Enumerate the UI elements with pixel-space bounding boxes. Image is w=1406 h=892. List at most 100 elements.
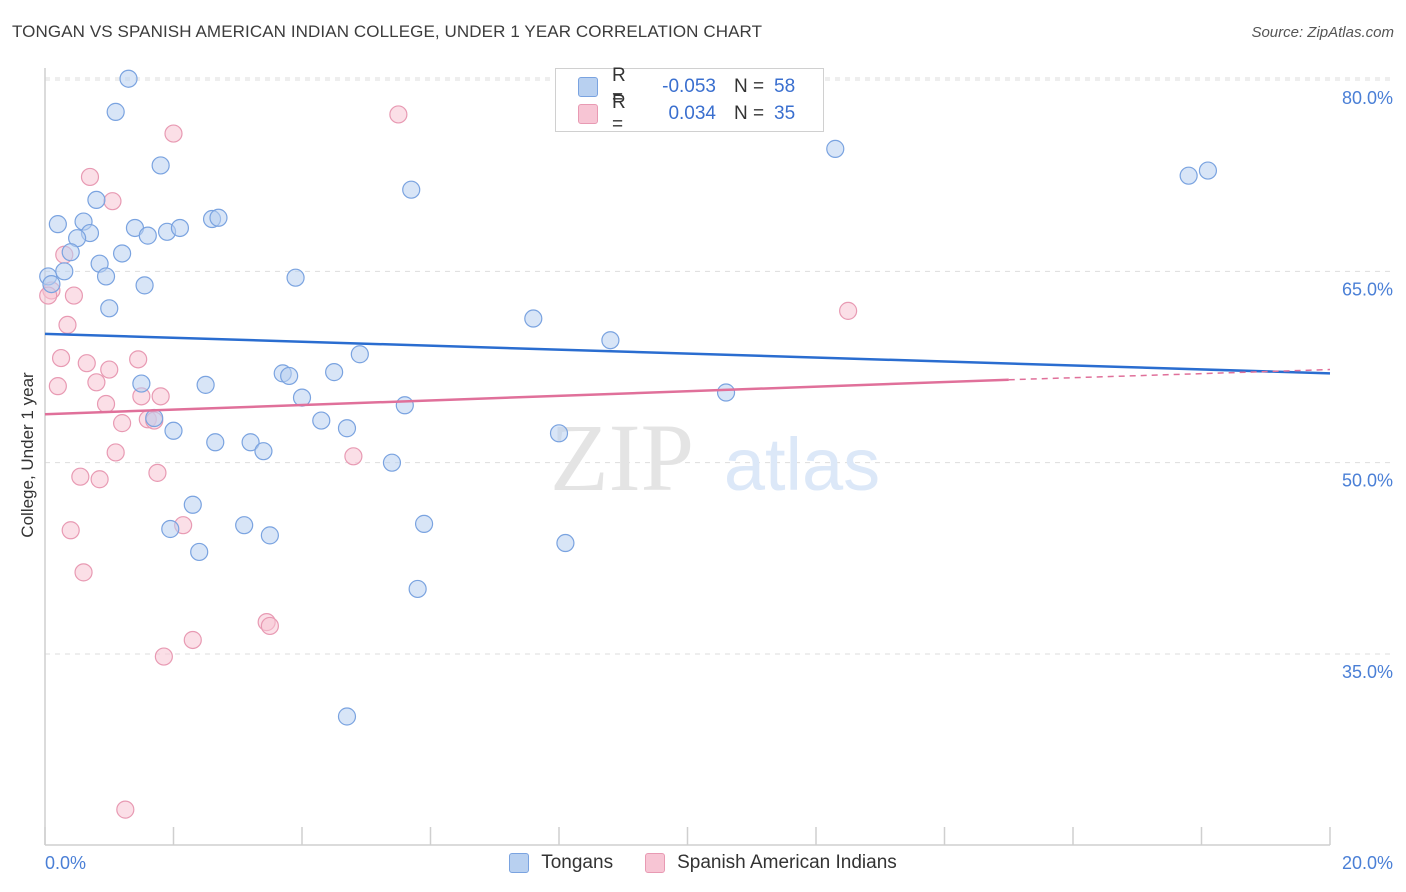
data-point-spanish-american-indians: [260, 616, 279, 636]
axes: [44, 68, 1331, 846]
data-point-tongans: [395, 396, 414, 415]
data-point-spanish-american-indians: [61, 521, 80, 540]
data-point-spanish-american-indians: [74, 563, 93, 582]
gridlines: [45, 77, 1392, 655]
data-point-tongans: [138, 226, 157, 245]
data-point-tongans: [55, 262, 74, 281]
legend-n-value: 58: [774, 76, 796, 97]
legend-swatch-pink: [578, 104, 598, 124]
data-point-tongans: [100, 299, 119, 318]
data-point-spanish-american-indians: [151, 387, 170, 406]
source-label: Source: ZipAtlas.com: [1251, 24, 1394, 41]
data-point-tongans: [312, 411, 331, 430]
data-point-tongans: [106, 102, 125, 121]
data-point-tongans: [325, 363, 344, 382]
data-point-tongans: [135, 276, 154, 295]
data-point-spanish-american-indians: [103, 192, 122, 211]
legend-n-label: N =: [734, 103, 765, 124]
series-legend: Tongans Spanish American Indians: [0, 852, 1406, 874]
data-point-tongans: [382, 453, 402, 472]
legend-r-label: R =: [612, 65, 626, 108]
data-point-spanish-american-indians: [71, 467, 90, 486]
data-point-tongans: [286, 268, 305, 287]
data-point-tongans: [549, 424, 569, 443]
chart-title: TONGAN VS SPANISH AMERICAN INDIAN COLLEG…: [12, 22, 763, 41]
data-point-tongans: [280, 366, 299, 386]
data-point-tongans: [61, 243, 80, 262]
data-point-tongans: [1179, 166, 1198, 185]
data-point-spanish-american-indians: [839, 301, 858, 320]
data-point-tongans: [145, 408, 164, 428]
data-point-tongans: [414, 514, 434, 533]
legend-r-value: 0.034: [668, 103, 716, 124]
x-tick-label: 20.0%: [1342, 853, 1393, 873]
data-point-tongans: [42, 274, 61, 294]
correlation-legend: R = -0.053 N = 58 R = 0.034 N = 35: [555, 65, 824, 135]
series-spanish-american-indians: [39, 105, 858, 819]
data-point-tongans: [826, 139, 845, 158]
legend-item-tongans: Tongans: [509, 852, 613, 874]
trend-line-spanish-american-indians: [44, 378, 1009, 416]
data-point-tongans: [48, 215, 67, 234]
trend-line-tongans: [44, 332, 1331, 375]
data-point-tongans: [254, 442, 273, 461]
data-point-tongans: [260, 526, 279, 545]
trend-line-spanish-american-indians-extrapolated: [1008, 368, 1331, 381]
y-tick-label: 80.0%: [1342, 88, 1393, 108]
data-point-tongans: [96, 267, 116, 286]
data-point-spanish-american-indians: [51, 348, 71, 368]
legend-row-spanish-american-indians: R = 0.034 N = 35: [578, 92, 796, 135]
data-point-spanish-american-indians: [154, 647, 173, 666]
data-point-tongans: [408, 579, 427, 599]
legend-n-value: 35: [774, 103, 796, 124]
trend-lines: [44, 332, 1331, 416]
x-tick-label: 0.0%: [45, 853, 86, 873]
data-point-spanish-american-indians: [148, 463, 167, 482]
data-point-tongans: [716, 383, 736, 402]
data-point-tongans: [206, 433, 225, 452]
data-point-tongans: [196, 375, 215, 394]
data-point-tongans: [241, 433, 260, 452]
data-point-spanish-american-indians: [80, 167, 100, 187]
watermark-atlas: atlas: [724, 423, 880, 506]
data-point-tongans: [337, 707, 357, 726]
data-point-tongans: [170, 218, 190, 238]
data-point-tongans: [132, 374, 151, 393]
data-point-tongans: [556, 533, 575, 553]
data-point-tongans: [601, 331, 620, 350]
legend-r-value: -0.053: [662, 76, 716, 97]
data-point-tongans: [1198, 161, 1218, 180]
data-point-tongans: [87, 190, 106, 210]
data-point-spanish-american-indians: [96, 394, 116, 414]
data-point-spanish-american-indians: [164, 124, 183, 143]
data-point-spanish-american-indians: [77, 354, 96, 373]
data-point-spanish-american-indians: [87, 373, 106, 392]
legend-r-label: R =: [612, 92, 626, 135]
data-point-spanish-american-indians: [48, 377, 67, 396]
y-tick-label: 50.0%: [1342, 471, 1393, 491]
data-point-tongans: [164, 421, 183, 440]
tick-labels: 35.0% 50.0% 65.0% 80.0% 0.0% 20.0%: [45, 88, 1393, 873]
data-point-spanish-american-indians: [90, 470, 109, 489]
data-point-tongans: [161, 519, 180, 539]
legend-row-tongans: R = -0.053 N = 58: [578, 65, 796, 108]
data-point-spanish-american-indians: [112, 414, 132, 433]
data-point-spanish-american-indians: [344, 447, 363, 466]
series-tongans: [39, 69, 1218, 726]
legend-label-tongans: Tongans: [541, 852, 614, 873]
data-point-tongans: [235, 516, 254, 535]
data-point-tongans: [337, 419, 357, 438]
legend-label-spanish-american-indians: Spanish American Indians: [677, 852, 897, 873]
data-point-tongans: [350, 345, 369, 364]
y-tick-label: 65.0%: [1342, 279, 1393, 299]
legend-swatch-pink: [645, 853, 666, 873]
watermark: ZIP atlas: [550, 404, 880, 511]
data-point-spanish-american-indians: [100, 360, 119, 379]
data-point-tongans: [151, 156, 170, 175]
data-point-spanish-american-indians: [389, 105, 408, 124]
y-tick-label: 35.0%: [1342, 662, 1393, 682]
data-point-spanish-american-indians: [129, 350, 148, 369]
data-point-tongans: [190, 542, 209, 562]
legend-n-label: N =: [734, 76, 765, 97]
